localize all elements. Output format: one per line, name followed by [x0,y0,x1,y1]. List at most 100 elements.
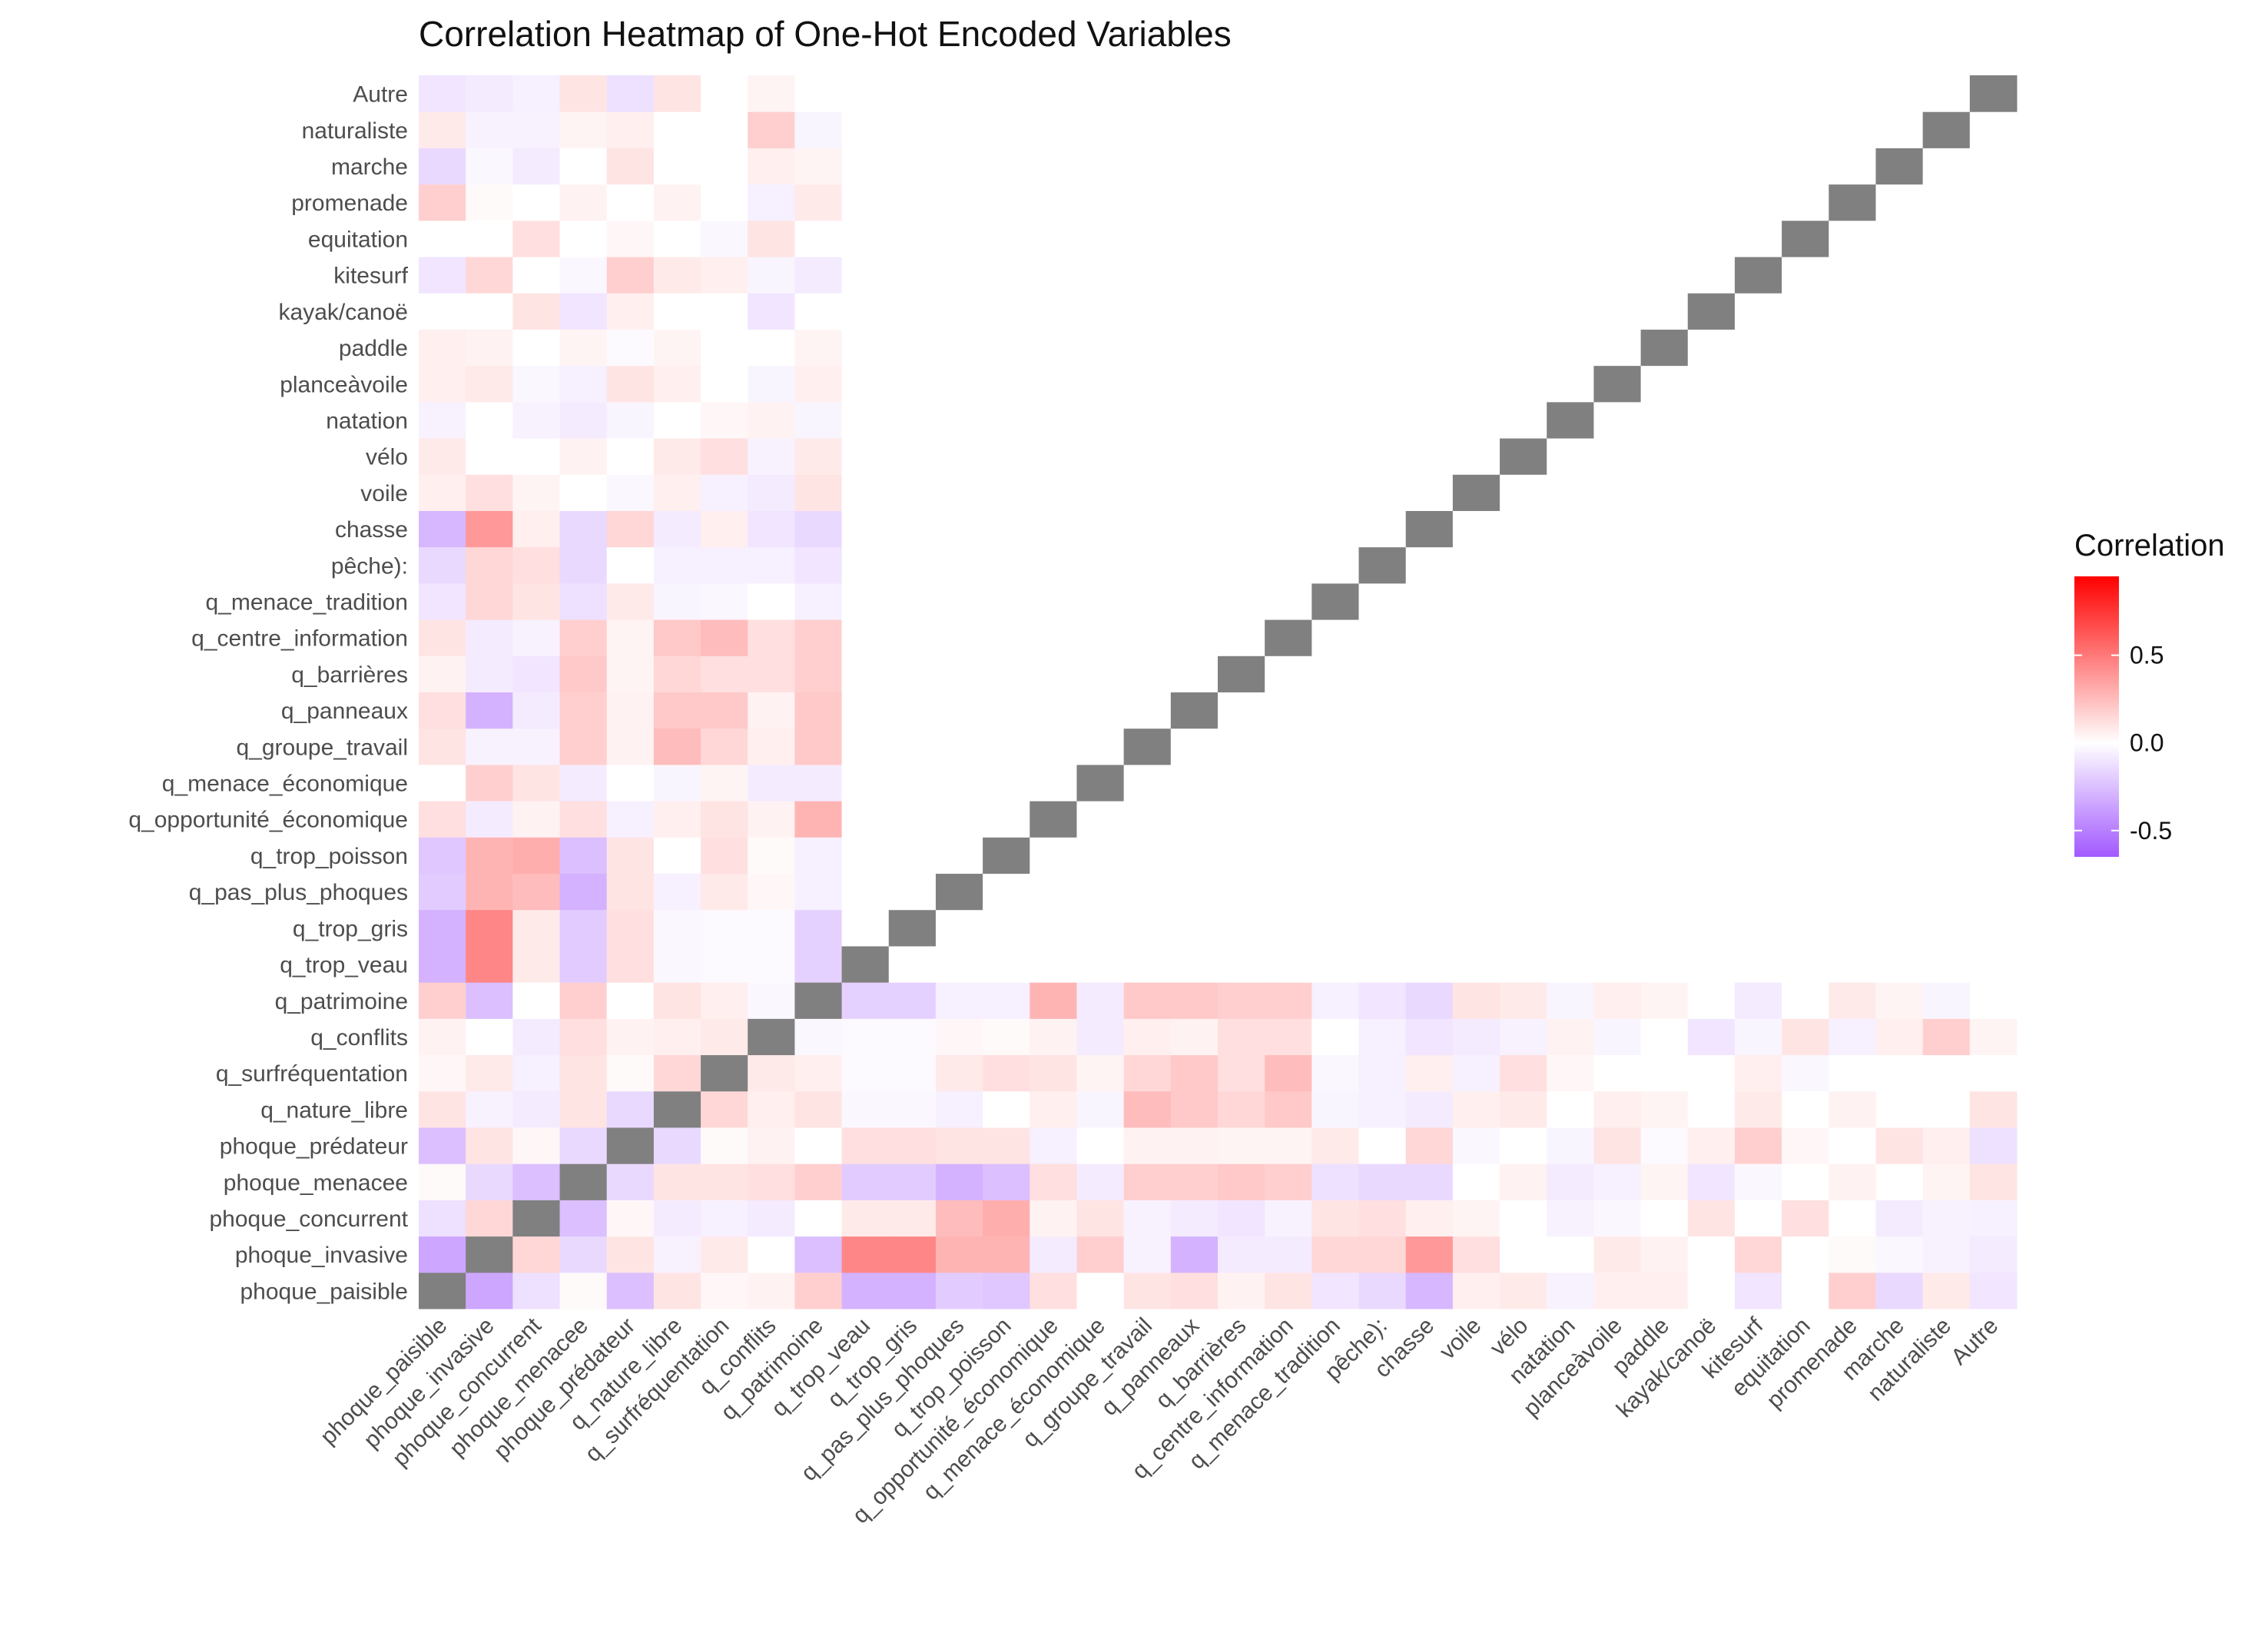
heatmap-cell [606,1236,655,1273]
heatmap-cell [653,837,701,875]
heatmap-cell [1829,1163,1876,1200]
heatmap-cell [1734,184,1782,221]
heatmap-cell [512,1054,561,1092]
heatmap-cell [1218,1090,1265,1128]
heatmap-cell [1500,656,1547,692]
heatmap-cell [701,728,748,765]
heatmap-cell [1265,365,1312,403]
heatmap-cell [653,1272,701,1309]
heatmap-cell [1969,619,2018,656]
heatmap-cell [1640,837,1689,875]
heatmap-cell [1875,1054,1924,1092]
heatmap-cell [1265,1054,1312,1092]
y-tick-label: phoque_paisible [240,1279,408,1304]
heatmap-cell [1030,438,1077,475]
heatmap-cell [841,982,890,1019]
heatmap-cell [606,909,655,947]
heatmap-cell [748,329,795,367]
heatmap-cell [1829,365,1876,403]
heatmap-cell [466,401,513,439]
heatmap-cell [1593,220,1642,257]
heatmap-cell [1405,220,1454,257]
heatmap-cell [1829,801,1876,838]
heatmap-cell [935,656,983,692]
heatmap-cell [1265,474,1312,511]
heatmap-cell [1922,909,1971,947]
heatmap-cell [606,257,655,294]
heatmap-cell [559,546,608,584]
heatmap-cell [1547,365,1594,403]
heatmap-cell [1123,583,1172,620]
heatmap-cell [1030,982,1077,1019]
heatmap-cell [466,837,513,875]
heatmap-cell [1218,1163,1265,1200]
heatmap-cell [512,438,561,475]
heatmap-cell [1922,1163,1971,1200]
heatmap-cell [983,837,1030,875]
heatmap-cell [841,365,890,403]
heatmap-cell [1922,1127,1971,1164]
heatmap-cell [1640,438,1689,475]
heatmap-cell [1218,257,1265,294]
heatmap-cell [606,1200,655,1237]
legend: Correlation 0.5 0.0 -0.5 [2074,529,2225,857]
heatmap-cell [935,945,983,983]
heatmap-cell [748,257,795,294]
heatmap-cell [1405,873,1454,911]
heatmap-cell [1030,1090,1077,1128]
heatmap-cell [794,982,843,1019]
heatmap-cell [1452,1090,1500,1128]
heatmap-cell [1311,184,1360,221]
heatmap-cell [1030,148,1077,185]
heatmap-cell [1922,1272,1971,1309]
heatmap-cell [1311,909,1360,947]
heatmap-cell [1875,619,1924,656]
heatmap-cell [466,1018,513,1056]
heatmap-cell [1782,220,1829,257]
heatmap-cell [983,1018,1030,1056]
y-tick-label: vélo [366,445,408,470]
heatmap-cell [1218,401,1265,439]
heatmap-cell [1218,329,1265,367]
heatmap-cell [1640,75,1689,112]
heatmap-cell [1829,401,1876,439]
heatmap-cell [1875,656,1924,692]
heatmap-cell [1829,1200,1876,1237]
heatmap-cell [748,184,795,221]
heatmap-cell [1969,220,2018,257]
heatmap-cell [935,438,983,475]
heatmap-cell [653,111,701,148]
heatmap-cell [1829,1054,1876,1092]
heatmap-cell [1405,1054,1454,1092]
heatmap-cell [1358,1054,1407,1092]
heatmap-cell [1311,619,1360,656]
heatmap-cell [1500,1272,1547,1309]
heatmap-cell [1030,764,1077,802]
heatmap-cell [1734,837,1782,875]
heatmap-cell [748,801,795,838]
heatmap-cell [888,401,937,439]
heatmap-cell [1405,1236,1454,1273]
heatmap-cell [559,510,608,548]
heatmap-cell [559,583,608,620]
heatmap-cell [841,401,890,439]
heatmap-cell [419,982,466,1019]
heatmap-cell [983,401,1030,439]
heatmap-cell [512,764,561,802]
heatmap-cell [1875,801,1924,838]
heatmap-cell [1640,1054,1689,1092]
heatmap-cell [1030,293,1077,330]
heatmap-cell [1969,728,2018,765]
heatmap-cell [1358,365,1407,403]
heatmap-cell [1030,1163,1077,1200]
heatmap-cell [1547,257,1594,294]
heatmap-cell [1593,75,1642,112]
y-tick-label: chasse [335,517,408,543]
heatmap-cell [1030,1127,1077,1164]
heatmap-cell [1123,764,1172,802]
heatmap-cell [419,1018,466,1056]
heatmap-cell [1734,293,1782,330]
heatmap-cell [888,546,937,584]
heatmap-cell [1500,148,1547,185]
heatmap-cell [1030,909,1077,947]
